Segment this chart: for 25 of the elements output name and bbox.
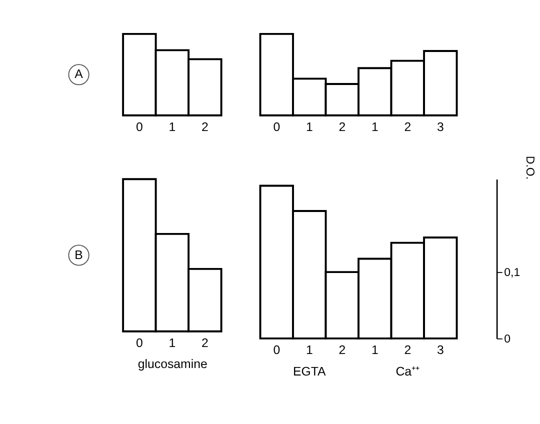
x-tick-label: 1	[306, 120, 313, 134]
x-tick-label: 2	[404, 342, 412, 357]
x-tick-label: 1	[168, 336, 176, 350]
x-tick-label: 0	[136, 120, 143, 134]
x-tick-label: 2	[338, 120, 346, 134]
y-tick-label: 0,1	[504, 267, 520, 280]
text: B	[74, 248, 83, 262]
x-tick-label: 0	[136, 336, 143, 350]
x-tick-label: 1	[371, 342, 378, 357]
x-tick-label: 1	[168, 120, 176, 134]
x-tick-label: 0	[273, 342, 280, 357]
text: Ca⁺⁺	[396, 364, 420, 379]
x-tick-label: 2	[404, 120, 412, 134]
x-tick-label: 3	[436, 120, 444, 134]
text: A	[74, 67, 84, 82]
text: EGTA	[293, 364, 327, 379]
x-tick-label: 2	[201, 336, 208, 350]
x-tick-label: 2	[201, 120, 208, 134]
x-tick-label: 1	[371, 120, 378, 134]
x-tick-label: 2	[338, 342, 346, 357]
y-axis-title: D.O.	[523, 156, 536, 180]
x-tick-label: 3	[436, 342, 444, 357]
x-tick-label: 1	[306, 342, 313, 357]
x-axis-title: glucosamine	[138, 357, 208, 372]
x-tick-label: 0	[273, 120, 280, 134]
